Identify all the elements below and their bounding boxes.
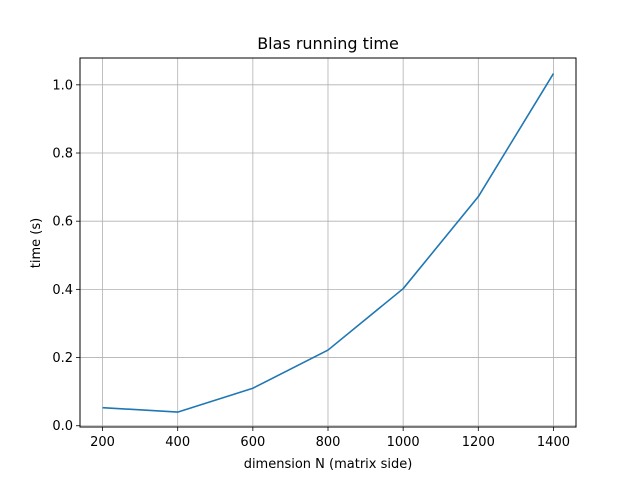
x-tick-label: 800 — [316, 435, 341, 450]
ticks: 200 400 600 800 1000 1200 1400 0.0 0.2 0.4 0.6 0.8 1… — [52, 78, 570, 450]
y-tick-label: 0.8 — [52, 147, 73, 162]
y-axis-label: time (s) — [29, 218, 44, 268]
y-tick-label: 0.6 — [52, 215, 73, 230]
x-tick-label: 600 — [240, 435, 265, 450]
x-tick-label: 1200 — [462, 435, 495, 450]
series-layer — [102, 73, 555, 413]
chart-title: Blas running time — [257, 34, 399, 53]
y-tick-label: 0.4 — [52, 283, 73, 298]
x-tick-label: 200 — [90, 435, 115, 450]
series-line — [102, 73, 555, 413]
y-tick-label: 0.2 — [52, 351, 73, 366]
y-tick-label: 1.0 — [52, 78, 73, 93]
x-tick-label: 1000 — [387, 435, 420, 450]
x-axis-label: dimension N (matrix side) — [244, 457, 413, 472]
grid — [80, 58, 576, 427]
x-tick-label: 400 — [165, 435, 190, 450]
y-tick-label: 0.0 — [52, 419, 73, 434]
x-tick-label: 1400 — [537, 435, 570, 450]
